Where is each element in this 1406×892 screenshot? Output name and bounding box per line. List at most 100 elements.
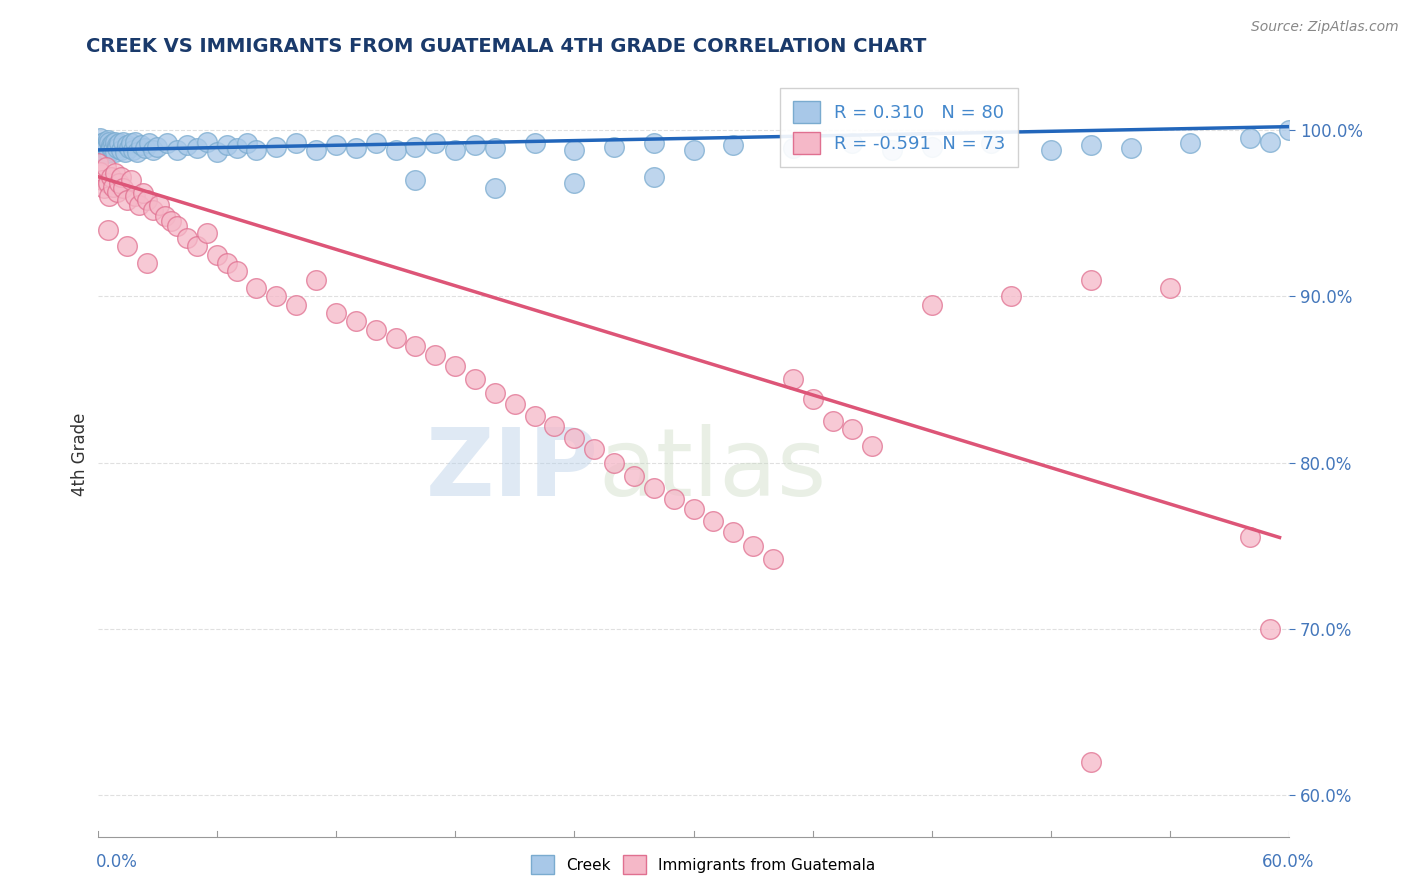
Point (484, 181, 506, 195)
Point (86, 139, 108, 153)
Point (117, 239, 139, 253)
Point (364, 322, 387, 336)
Point (245, 143, 267, 157)
Point (186, 239, 208, 253)
Point (444, 143, 467, 157)
Point (93, 181, 115, 195)
Point (1178, 136, 1201, 151)
Point (94, 160, 117, 174)
Point (112, 135, 135, 149)
Point (603, 139, 626, 153)
Point (160, 214, 183, 228)
Point (94, 137, 117, 152)
Point (305, 273, 328, 287)
Point (93, 145, 115, 159)
Y-axis label: 4th Grade: 4th Grade (72, 413, 89, 496)
Point (1000, 289, 1022, 303)
Point (782, 372, 804, 386)
Point (117, 193, 139, 207)
Point (132, 186, 155, 201)
Point (1258, 622, 1281, 636)
Point (364, 136, 387, 151)
Point (110, 169, 132, 184)
Point (603, 456, 626, 470)
Point (425, 136, 447, 151)
Point (86, 156, 108, 170)
Point (225, 141, 247, 155)
Point (89, 148, 111, 162)
Point (1278, 123, 1301, 137)
Point (562, 176, 585, 190)
Point (1080, 755, 1102, 769)
Point (93, 135, 115, 149)
Point (404, 339, 426, 353)
Point (245, 281, 267, 295)
Point (114, 145, 136, 159)
Point (100, 141, 122, 155)
Point (682, 502, 704, 516)
Point (176, 137, 198, 152)
Point (110, 143, 132, 157)
Point (702, 514, 724, 528)
Point (1119, 141, 1142, 155)
Point (1080, 273, 1102, 287)
Point (153, 210, 176, 224)
Point (583, 442, 606, 457)
Point (120, 136, 142, 151)
Point (562, 431, 585, 445)
Point (225, 264, 247, 278)
Point (136, 256, 159, 270)
Point (142, 202, 165, 217)
Point (156, 136, 179, 151)
Point (384, 331, 406, 345)
Point (344, 141, 367, 155)
Point (782, 141, 804, 155)
Point (523, 136, 546, 151)
Point (464, 137, 486, 152)
Point (98, 189, 121, 203)
Point (404, 139, 426, 153)
Point (921, 139, 943, 153)
Text: ZIP: ZIP (425, 424, 598, 516)
Point (305, 143, 328, 157)
Text: CREEK VS IMMIGRANTS FROM GUATEMALA 4TH GRADE CORRELATION CHART: CREEK VS IMMIGRANTS FROM GUATEMALA 4TH G… (86, 37, 927, 56)
Point (643, 481, 665, 495)
Point (1239, 531, 1261, 545)
Point (96, 176, 118, 190)
Point (723, 137, 745, 152)
Point (1258, 135, 1281, 149)
Point (100, 137, 122, 152)
Point (762, 552, 785, 566)
Point (325, 306, 347, 320)
Point (523, 409, 546, 423)
Point (235, 136, 257, 151)
Point (104, 135, 127, 149)
Point (266, 139, 288, 153)
Point (503, 397, 526, 411)
Point (1040, 143, 1063, 157)
Point (94, 141, 117, 155)
Point (176, 231, 198, 245)
Point (128, 198, 150, 212)
Point (138, 136, 160, 151)
Point (90, 143, 112, 157)
Point (841, 136, 863, 151)
Point (205, 248, 228, 262)
Point (96, 146, 118, 161)
Point (107, 141, 129, 155)
Point (89, 131, 111, 145)
Point (215, 256, 238, 270)
Point (90, 173, 112, 187)
Point (384, 143, 406, 157)
Point (662, 492, 685, 507)
Point (103, 136, 125, 151)
Point (882, 143, 904, 157)
Point (1159, 281, 1181, 295)
Text: atlas: atlas (598, 424, 827, 516)
Point (742, 539, 765, 553)
Point (107, 185, 129, 199)
Point (643, 136, 665, 151)
Point (195, 135, 218, 149)
Point (112, 181, 135, 195)
Point (120, 173, 142, 187)
